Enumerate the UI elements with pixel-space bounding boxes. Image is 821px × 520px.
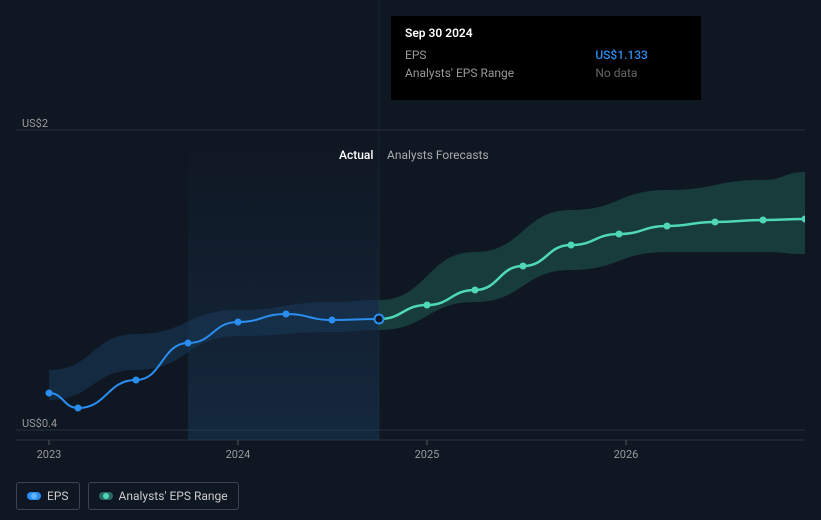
legend-label-eps: EPS bbox=[47, 489, 69, 503]
tooltip-range-value: No data bbox=[595, 64, 687, 82]
tooltip-table: EPS US$1.133 Analysts' EPS Range No data bbox=[405, 46, 687, 82]
legend-label-range: Analysts' EPS Range bbox=[119, 489, 228, 503]
svg-text:2024: 2024 bbox=[226, 448, 251, 461]
svg-text:US$2: US$2 bbox=[22, 117, 48, 130]
svg-text:2026: 2026 bbox=[614, 448, 639, 461]
legend-swatch-eps bbox=[27, 492, 41, 500]
svg-text:2023: 2023 bbox=[37, 448, 62, 461]
svg-text:2025: 2025 bbox=[415, 448, 440, 461]
svg-text:US$0.4: US$0.4 bbox=[22, 417, 57, 430]
legend-item-eps[interactable]: EPS bbox=[16, 482, 80, 510]
legend-item-range[interactable]: Analysts' EPS Range bbox=[88, 482, 239, 510]
tooltip-eps-value: US$1.133 bbox=[595, 46, 687, 64]
region-label-actual: Actual bbox=[339, 148, 373, 162]
chart-legend: EPS Analysts' EPS Range bbox=[16, 482, 239, 510]
region-label-forecast: Analysts Forecasts bbox=[387, 148, 489, 162]
tooltip-date: Sep 30 2024 bbox=[405, 26, 687, 40]
tooltip-range-label: Analysts' EPS Range bbox=[405, 64, 595, 82]
tooltip-row-eps: EPS US$1.133 bbox=[405, 46, 687, 64]
tooltip-row-range: Analysts' EPS Range No data bbox=[405, 64, 687, 82]
chart-tooltip: Sep 30 2024 EPS US$1.133 Analysts' EPS R… bbox=[391, 16, 701, 100]
legend-swatch-range bbox=[99, 492, 113, 500]
tooltip-eps-label: EPS bbox=[405, 46, 595, 64]
